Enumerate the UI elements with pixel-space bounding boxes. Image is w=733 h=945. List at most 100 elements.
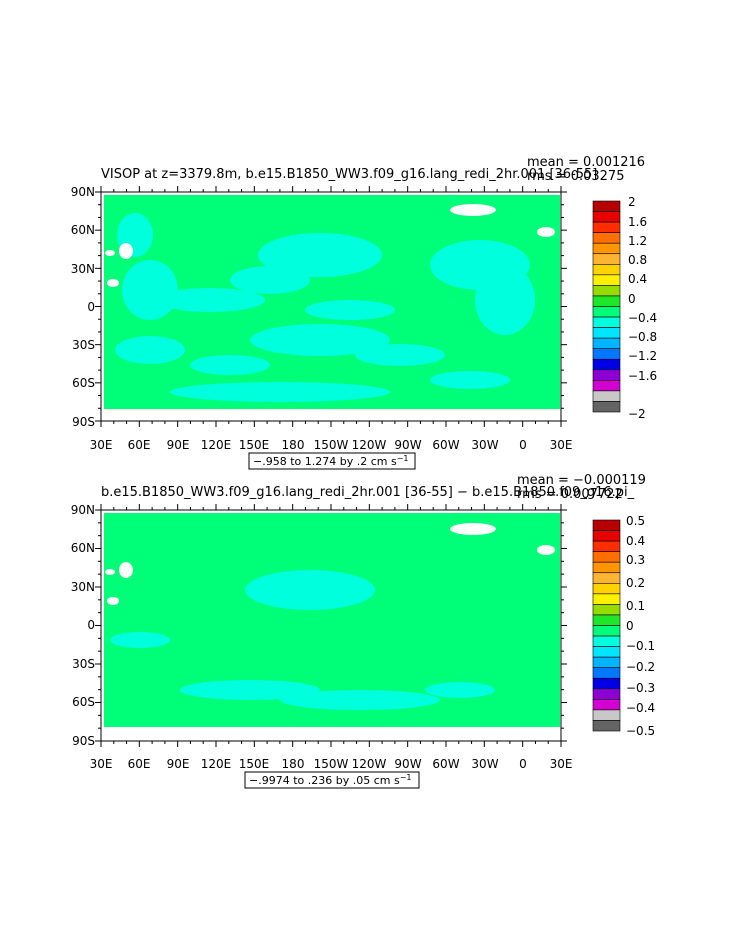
colorbar-swatch (592, 221, 621, 233)
panel-1-range-box: −.958 to 1.274 by .2 cm s−1 (248, 452, 416, 470)
x-tick-label: 150W (314, 757, 349, 771)
colorbar-swatch (592, 709, 621, 721)
panel-1-x-labels: 30E 60E 90E 120E 150E 180 150W 120W 90W … (90, 438, 573, 452)
x-tick-label: 60E (128, 438, 151, 452)
colorbar-label: −0.4 (626, 701, 655, 715)
colorbar-label: 0.1 (626, 599, 645, 613)
colorbar-swatch (592, 540, 621, 552)
x-tick-label: 90W (394, 438, 421, 452)
x-tick-label: 180 (282, 757, 305, 771)
x-tick-label: 0 (519, 757, 527, 771)
colorbar-label: −1.6 (628, 369, 657, 383)
panel-1-title: VISOP at z=3379.8m, b.e15.B1850_WW3.f09_… (101, 167, 597, 182)
x-tick-label: 30E (90, 438, 113, 452)
colorbar-swatch (592, 390, 621, 402)
colorbar-label: 0 (626, 619, 634, 633)
y-tick-label: 60N (71, 541, 95, 555)
colorbar-swatch (592, 593, 621, 605)
panel-1-map (100, 191, 562, 422)
panel-2-rms: rms = 0.007722 (517, 487, 623, 502)
svg-text:−.9974 to .236 by .05 cm s−1: −.9974 to .236 by .05 cm s−1 (249, 773, 412, 787)
colorbar-label: −0.3 (626, 681, 655, 695)
panel-2-range-box: −.9974 to .236 by .05 cm s−1 (244, 771, 420, 789)
y-tick-label: 60S (72, 376, 95, 390)
colorbar-swatch (592, 380, 621, 392)
colorbar-label: 0.4 (626, 534, 645, 548)
x-tick-label: 30W (471, 757, 498, 771)
colorbar-label: 0.4 (628, 272, 647, 286)
panel-2-colorbar (592, 519, 621, 732)
colorbar-label: 2 (628, 195, 636, 209)
y-tick-label: 90N (71, 503, 95, 517)
colorbar-swatch (592, 401, 621, 413)
colorbar-swatch (592, 699, 621, 711)
colorbar-swatch (592, 667, 621, 679)
y-tick-label: 30S (72, 657, 95, 671)
y-tick-label: 90N (71, 185, 95, 199)
panel-1-colorbar-labels: 2 1.6 1.2 0.8 0.4 0 −0.4 −0.8 −1.2 −1.6 … (628, 195, 657, 421)
colorbar-swatch (592, 720, 621, 732)
colorbar-swatch (592, 316, 621, 328)
panel-2-range-unit: −1 (400, 773, 412, 782)
panel-1-y-labels: 90N 60N 30N 0 30S 60S 90S (71, 185, 95, 429)
panel-1-ticks (95, 186, 567, 427)
colorbar-swatch (592, 614, 621, 626)
colorbar-label: 0.8 (628, 253, 647, 267)
colorbar-swatch (592, 358, 621, 371)
panel-1-land-mask (101, 204, 561, 421)
y-tick-label: 90S (72, 415, 95, 429)
panel-2-x-labels: 30E 60E 90E 120E 150E 180 150W 120W 90W … (90, 757, 573, 771)
x-tick-label: 120E (201, 757, 232, 771)
x-tick-label: 60E (128, 757, 151, 771)
y-tick-label: 30S (72, 338, 95, 352)
panel-2-mean: mean = −0.000119 (517, 473, 646, 488)
panel-1-negative-regions (115, 213, 535, 402)
x-tick-label: 90E (167, 438, 190, 452)
colorbar-swatch (592, 369, 621, 381)
x-tick-label: 90W (394, 757, 421, 771)
panel-1: VISOP at z=3379.8m, b.e15.B1850_WW3.f09_… (71, 155, 657, 470)
x-tick-label: 120W (352, 757, 387, 771)
y-tick-label: 0 (87, 300, 95, 314)
colorbar-label: −0.8 (628, 330, 657, 344)
colorbar-label: −0.1 (626, 639, 655, 653)
x-tick-label: 150W (314, 438, 349, 452)
colorbar-label: 0.3 (626, 553, 645, 567)
colorbar-swatch (592, 232, 621, 244)
y-tick-label: 30N (71, 262, 95, 276)
colorbar-label: −0.4 (628, 311, 657, 325)
colorbar-swatch (592, 211, 621, 223)
y-tick-label: 90S (72, 734, 95, 748)
panel-1-mean: mean = 0.001216 (527, 155, 645, 170)
colorbar-label: 1.2 (628, 234, 647, 248)
colorbar-label: 1.6 (628, 215, 647, 229)
colorbar-swatch (592, 677, 621, 690)
colorbar-label: −0.5 (626, 724, 655, 738)
colorbar-label: −1.2 (628, 349, 657, 363)
panel-1-colorbar (592, 200, 621, 413)
colorbar-swatch (592, 604, 621, 616)
colorbar-label: −0.2 (626, 660, 655, 674)
colorbar-swatch (592, 285, 621, 297)
x-tick-label: 120E (201, 438, 232, 452)
panel-2-y-labels: 90N 60N 30N 0 30S 60S 90S (71, 503, 95, 748)
colorbar-swatch (592, 295, 621, 307)
colorbar-swatch (592, 625, 621, 637)
colorbar-swatch (592, 551, 621, 563)
x-tick-label: 150E (239, 757, 270, 771)
colorbar-label: 0.5 (626, 514, 645, 528)
colorbar-swatch (592, 561, 621, 574)
colorbar-swatch (592, 200, 621, 212)
panel-2-title: b.e15.B1850_WW3.f09_g16.lang_redi_2hr.00… (101, 485, 635, 500)
x-tick-label: 30E (90, 757, 113, 771)
colorbar-swatch (592, 348, 621, 360)
y-tick-label: 60S (72, 695, 95, 709)
panel-2-colorbar-labels: 0.5 0.4 0.3 0.2 0.1 0 −0.1 −0.2 −0.3 −0.… (626, 514, 655, 738)
x-tick-label: 60W (432, 438, 459, 452)
colorbar-label: −2 (628, 407, 646, 421)
x-tick-label: 0 (519, 438, 527, 452)
colorbar-swatch (592, 327, 621, 339)
y-tick-label: 60N (71, 223, 95, 237)
colorbar-label: 0.2 (626, 576, 645, 590)
x-tick-label: 90E (167, 757, 190, 771)
